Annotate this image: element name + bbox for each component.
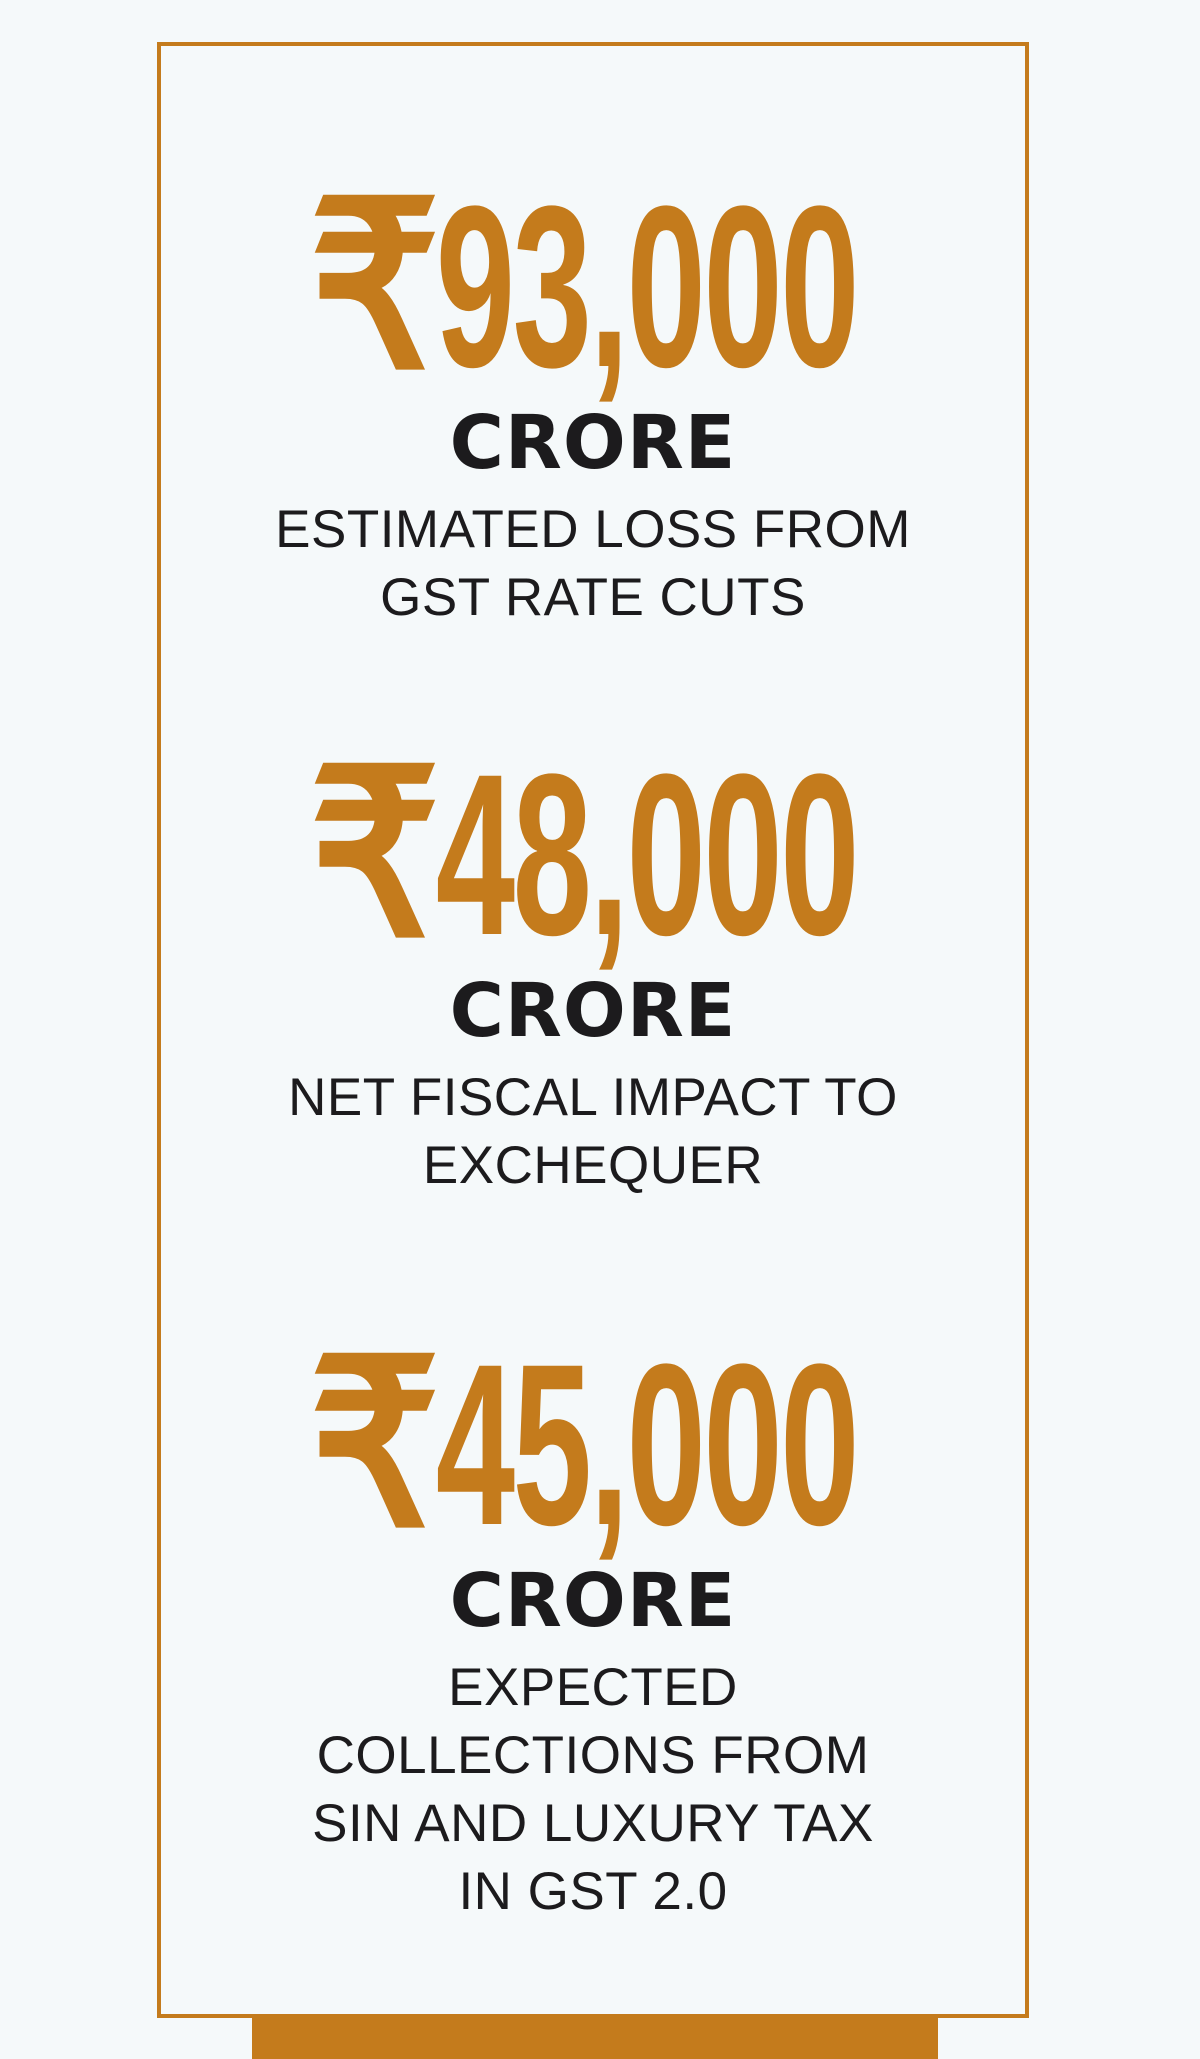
stat-unit: CRORE — [449, 400, 737, 486]
bottom-accent-bar — [252, 2018, 938, 2059]
stat-amount: ₹45,000 — [309, 1330, 864, 1560]
amount-value: 45,000 — [435, 1316, 860, 1573]
rupee-icon: ₹ — [309, 1316, 441, 1573]
stat-block-estimated-loss: ₹93,000 CRORE ESTIMATED LOSS FROM GST RA… — [157, 172, 1029, 632]
stat-unit: CRORE — [449, 968, 737, 1054]
stat-unit: CRORE — [449, 1558, 737, 1644]
stat-description: NET FISCAL IMPACT TO EXCHEQUER — [288, 1068, 898, 1195]
rupee-icon: ₹ — [309, 726, 441, 983]
infographic-frame — [157, 42, 1029, 2018]
stat-block-net-fiscal-impact: ₹48,000 CRORE NET FISCAL IMPACT TO EXCHE… — [157, 740, 1029, 1200]
stat-description: ESTIMATED LOSS FROM GST RATE CUTS — [275, 500, 911, 627]
amount-value: 48,000 — [435, 726, 860, 983]
rupee-icon: ₹ — [309, 158, 441, 415]
amount-value: 93,000 — [435, 158, 860, 415]
stat-block-expected-collections: ₹45,000 CRORE EXPECTED COLLECTIONS FROM … — [157, 1330, 1029, 1926]
stat-amount: ₹48,000 — [309, 740, 864, 970]
stat-amount: ₹93,000 — [309, 172, 864, 402]
stat-description: EXPECTED COLLECTIONS FROM SIN AND LUXURY… — [312, 1658, 874, 1921]
